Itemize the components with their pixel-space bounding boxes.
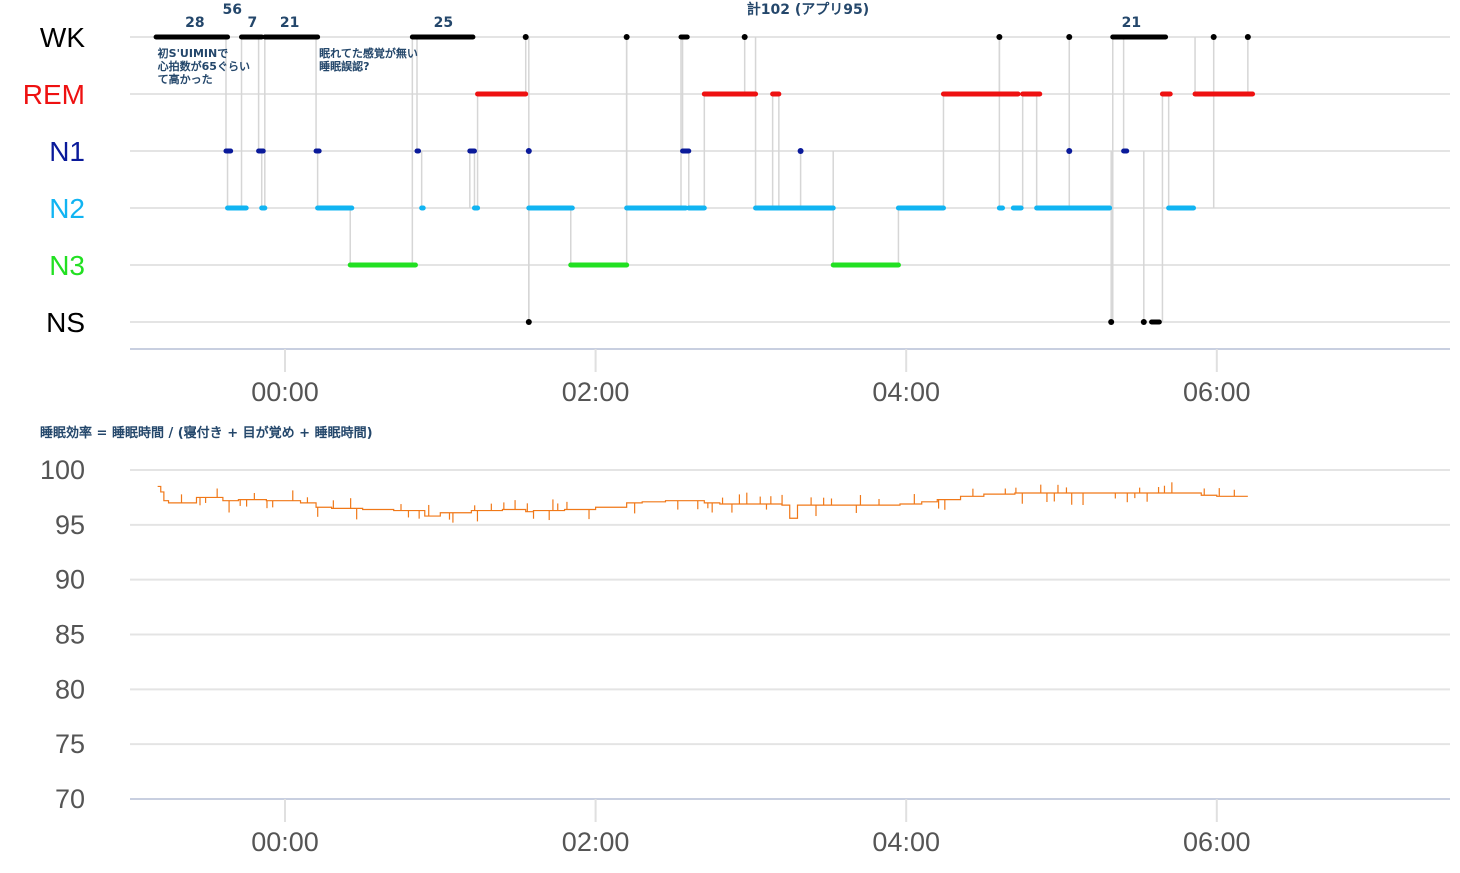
duration-label: 28	[185, 15, 204, 31]
x-tick-label: 00:00	[251, 827, 319, 857]
stage-point-wk	[1210, 34, 1217, 40]
stage-label-wk: WK	[40, 22, 85, 53]
stage-point-n1	[797, 148, 804, 154]
stage-point-wk	[522, 34, 529, 40]
stage-point-n1	[1066, 148, 1073, 154]
stage-point-ns	[1108, 319, 1115, 325]
x-tick-label: 02:00	[562, 827, 630, 857]
y-tick-label: 85	[55, 620, 85, 650]
note-text: 眠れてた感覚が無い	[319, 46, 418, 60]
duration-label: 25	[434, 15, 453, 31]
stage-point-wk	[1244, 34, 1251, 40]
hypnogram-x-ticks: 00:00 02:00 04:00 06:00	[251, 349, 1251, 407]
stage-point-ns	[1140, 319, 1147, 325]
x-tick-label: 04:00	[872, 377, 940, 407]
y-tick-label: 80	[55, 674, 85, 704]
stage-label-n3: N3	[49, 250, 85, 281]
x-tick-label: 06:00	[1183, 827, 1251, 857]
hypnogram-segments	[153, 34, 1256, 325]
y-tick-label: 100	[40, 455, 85, 485]
efficiency-fluctuations	[180, 482, 1235, 523]
duration-label: 21	[1122, 15, 1141, 31]
efficiency-y-ticks: 70 75 80 85 90 95 100	[40, 455, 85, 814]
efficiency-series-line	[157, 485, 1248, 519]
duration-label: 7	[248, 15, 258, 31]
stage-label-rem: REM	[23, 79, 85, 110]
stage-label-ns: NS	[46, 307, 85, 338]
stage-point-n1	[525, 148, 532, 154]
note-text: て高かった	[158, 72, 213, 86]
y-tick-label: 70	[55, 784, 85, 814]
hypnogram-title: 計102 (アプリ95)	[747, 1, 869, 18]
stage-point-wk	[623, 34, 630, 40]
duration-label: 56	[222, 2, 241, 18]
stage-point-ns	[525, 319, 532, 325]
x-tick-label: 06:00	[1183, 377, 1251, 407]
note-text: 心拍数が65ぐらい	[158, 59, 250, 73]
note-text: 初S'UIMINで	[158, 46, 229, 60]
efficiency-grid	[130, 469, 1450, 746]
x-tick-label: 02:00	[562, 377, 630, 407]
hypnogram-transitions	[225, 37, 1249, 322]
y-tick-label: 90	[55, 565, 85, 595]
x-tick-label: 00:00	[251, 377, 319, 407]
efficiency-title: 睡眠効率 = 睡眠時間 / (寝付き + 目が覚め + 睡眠時間)	[40, 425, 373, 441]
stage-point-wk	[996, 34, 1003, 40]
y-tick-label: 75	[55, 729, 85, 759]
stage-point-wk	[1066, 34, 1073, 40]
hypnogram-stage-labels: WK REM N1 N2 N3 NS	[23, 22, 86, 338]
efficiency-x-ticks: 00:00 02:00 04:00 06:00	[251, 799, 1251, 857]
note-text: 睡眠誤認?	[319, 59, 369, 73]
x-tick-label: 04:00	[872, 827, 940, 857]
y-tick-label: 95	[55, 510, 85, 540]
hypnogram-chart: WK REM N1 N2 N3 NS 28 56 7 21 25 21 初S'UIMINで心拍数が65…	[23, 1, 1450, 407]
duration-label: 21	[280, 15, 299, 31]
stage-point-wk	[741, 34, 748, 40]
hypnogram-grid	[130, 36, 1450, 323]
stage-label-n2: N2	[49, 193, 85, 224]
stage-label-n1: N1	[49, 136, 85, 167]
